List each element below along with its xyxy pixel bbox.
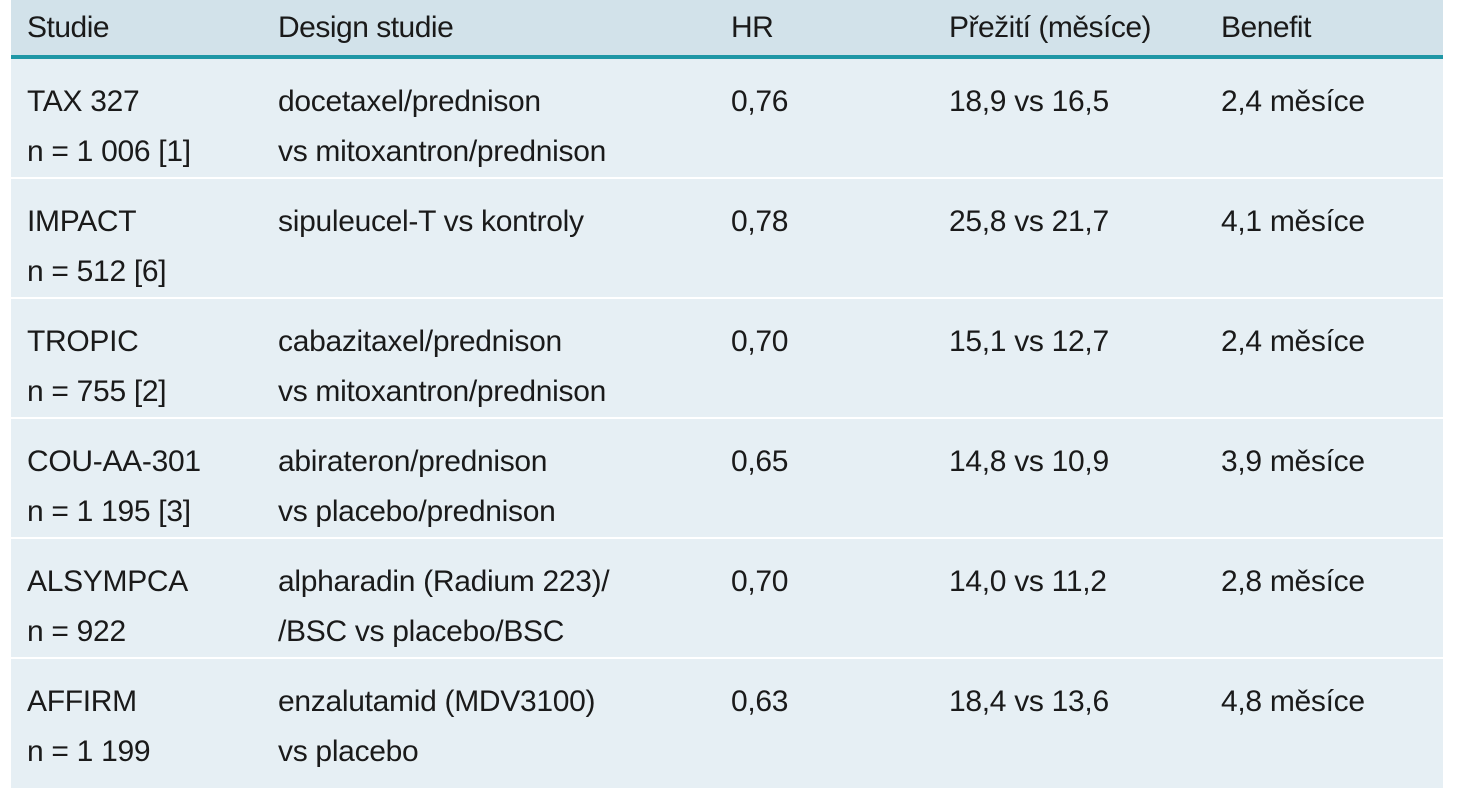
table-header-row: Studie Design studie HR Přežití (měsíce)… [11, 0, 1443, 59]
header-design: Design studie [278, 11, 454, 44]
benefit-cell: 3,9 měsíce [1221, 445, 1365, 478]
design-cell: sipuleucel-T vs kontroly [278, 197, 584, 247]
study-cell: TROPIC n = 755 [2] [27, 317, 167, 417]
study-cell: TAX 327 n = 1 006 [1] [27, 77, 191, 177]
design-line: vs mitoxantron/prednison [278, 135, 606, 168]
table-row: TAX 327 n = 1 006 [1] docetaxel/predniso… [11, 59, 1443, 179]
design-line: docetaxel/prednison [278, 85, 541, 118]
design-cell: enzalutamid (MDV3100) vs placebo [278, 677, 595, 777]
survival-table: Studie Design studie HR Přežití (měsíce)… [11, 0, 1443, 788]
design-line: abirateron/prednison [278, 445, 548, 478]
table-row: TROPIC n = 755 [2] cabazitaxel/prednison… [11, 299, 1443, 419]
header-survival: Přežití (měsíce) [949, 11, 1152, 44]
study-n: n = 1 006 [1] [27, 135, 191, 168]
study-name: COU-AA-301 [27, 445, 201, 478]
header-benefit: Benefit [1221, 11, 1311, 44]
table-row: ALSYMPCA n = 922 alpharadin (Radium 223)… [11, 539, 1443, 659]
study-n: n = 755 [2] [27, 375, 167, 408]
benefit-cell: 4,8 měsíce [1221, 685, 1365, 718]
design-line: vs mitoxantron/prednison [278, 375, 606, 408]
study-name: TAX 327 [27, 85, 140, 118]
design-line: vs placebo [278, 735, 419, 768]
benefit-cell: 2,4 měsíce [1221, 85, 1365, 118]
hr-cell: 0,70 [731, 565, 789, 598]
benefit-cell: 2,4 měsíce [1221, 325, 1365, 358]
study-n: n = 512 [6] [27, 255, 167, 288]
survival-cell: 15,1 vs 12,7 [949, 325, 1109, 358]
benefit-cell: 2,8 měsíce [1221, 565, 1365, 598]
hr-cell: 0,63 [731, 685, 789, 718]
study-name: IMPACT [27, 205, 137, 238]
design-line: enzalutamid (MDV3100) [278, 685, 596, 718]
hr-cell: 0,65 [731, 445, 789, 478]
design-cell: abirateron/prednison vs placebo/predniso… [278, 437, 556, 537]
survival-cell: 18,9 vs 16,5 [949, 85, 1109, 118]
benefit-cell: 4,1 měsíce [1221, 205, 1365, 238]
header-hr: HR [731, 11, 774, 44]
study-n: n = 1 199 [27, 735, 151, 768]
study-cell: ALSYMPCA n = 922 [27, 557, 188, 657]
design-line: alpharadin (Radium 223)/ [278, 565, 610, 598]
design-cell: alpharadin (Radium 223)/ /BSC vs placebo… [278, 557, 610, 657]
design-cell: docetaxel/prednison vs mitoxantron/predn… [278, 77, 606, 177]
design-line: sipuleucel-T vs kontroly [278, 205, 584, 238]
study-name: AFFIRM [27, 685, 137, 718]
study-name: ALSYMPCA [27, 565, 188, 598]
study-cell: AFFIRM n = 1 199 [27, 677, 151, 777]
design-line: /BSC vs placebo/BSC [278, 615, 565, 648]
table-row: COU-AA-301 n = 1 195 [3] abirateron/pred… [11, 419, 1443, 539]
survival-cell: 14,0 vs 11,2 [949, 565, 1107, 598]
design-cell: cabazitaxel/prednison vs mitoxantron/pre… [278, 317, 606, 417]
survival-cell: 18,4 vs 13,6 [949, 685, 1109, 718]
table-row: IMPACT n = 512 [6] sipuleucel-T vs kontr… [11, 179, 1443, 299]
design-line: vs placebo/prednison [278, 495, 556, 528]
study-n: n = 922 [27, 615, 126, 648]
design-line: cabazitaxel/prednison [278, 325, 562, 358]
study-n: n = 1 195 [3] [27, 495, 191, 528]
table-row: AFFIRM n = 1 199 enzalutamid (MDV3100) v… [11, 659, 1443, 777]
hr-cell: 0,78 [731, 205, 789, 238]
survival-cell: 14,8 vs 10,9 [949, 445, 1109, 478]
study-cell: IMPACT n = 512 [6] [27, 197, 167, 297]
study-cell: COU-AA-301 n = 1 195 [3] [27, 437, 201, 537]
hr-cell: 0,76 [731, 85, 789, 118]
hr-cell: 0,70 [731, 325, 789, 358]
header-study: Studie [27, 11, 110, 44]
study-name: TROPIC [27, 325, 139, 358]
survival-cell: 25,8 vs 21,7 [949, 205, 1109, 238]
